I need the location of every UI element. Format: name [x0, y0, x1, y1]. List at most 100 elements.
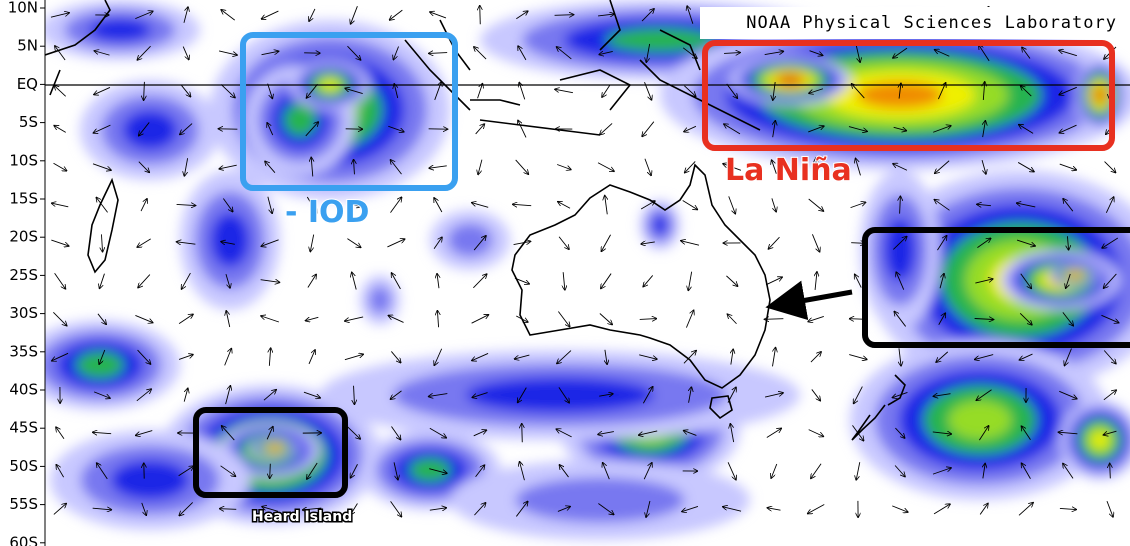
wind-arrow [894, 312, 906, 327]
wind-arrow [933, 394, 951, 397]
wind-arrow [979, 504, 988, 515]
wind-arrow [390, 160, 402, 175]
wind-arrow [893, 164, 908, 171]
wind-arrow [136, 430, 153, 436]
wind-arrow [306, 196, 316, 213]
wind-arrow [388, 125, 403, 131]
wind-arrow [351, 464, 358, 478]
wind-arrow [598, 503, 613, 515]
wind-arrow [53, 504, 66, 515]
wind-arrow [520, 462, 525, 481]
wind-arrow [605, 196, 608, 215]
wind-arrow [55, 46, 66, 61]
wind-arrow [391, 426, 400, 439]
wind-arrow [731, 349, 733, 365]
wind-arrow [811, 389, 820, 400]
lat-label: 35S [9, 342, 38, 360]
wind-arrow [559, 465, 569, 478]
wind-arrow [260, 280, 280, 283]
wind-arrow [1066, 273, 1071, 288]
wind-arrow [100, 273, 105, 289]
wind-arrow [1067, 236, 1068, 249]
wind-arrow [429, 166, 447, 168]
wind-arrow [351, 503, 358, 514]
wind-arrow [347, 204, 360, 207]
wind-arrow [263, 390, 276, 401]
wind-arrow [808, 126, 824, 133]
lat-label: 25S [9, 266, 38, 284]
wind-arrow [1102, 237, 1119, 248]
wind-arrow [554, 15, 574, 16]
wind-arrow [437, 274, 439, 289]
wind-arrow [556, 429, 572, 438]
wind-arrow [893, 126, 907, 130]
wind-arrow [1019, 312, 1032, 324]
wind-arrow [137, 349, 151, 364]
wind-arrow [809, 50, 823, 56]
wind-arrow [893, 47, 908, 58]
wind-arrow [979, 426, 988, 441]
wind-arrow [184, 158, 189, 176]
wind-arrow [472, 392, 488, 398]
wind-arrow [852, 84, 865, 99]
wind-arrow [771, 198, 776, 211]
wind-arrow [51, 239, 68, 246]
shade [780, 76, 800, 84]
africa-horn [45, 0, 111, 96]
wind-arrow [682, 200, 698, 210]
wind-arrow [974, 318, 994, 319]
wind-arrow [1020, 273, 1031, 289]
wind-arrow [222, 198, 232, 211]
wind-arrow [1104, 430, 1117, 435]
wind-arrow [689, 387, 692, 403]
wind-arrow [1063, 464, 1074, 479]
wind-arrow [810, 352, 821, 363]
wind-arrow [178, 466, 194, 477]
wind-arrow [979, 45, 990, 62]
wind-arrow [140, 199, 147, 212]
wind-arrow [854, 386, 863, 404]
wind-arrow [262, 10, 279, 19]
wind-arrow [935, 50, 950, 57]
wind-arrow [92, 163, 111, 170]
wind-arrow [347, 238, 360, 248]
wind-arrow [558, 236, 569, 249]
shade [88, 18, 152, 42]
wind-arrow [429, 508, 446, 510]
shade [110, 460, 190, 500]
wind-arrow [388, 316, 404, 323]
wind-arrow [726, 275, 737, 286]
wind-arrow [307, 83, 318, 98]
wind-arrow [518, 387, 527, 403]
wind-arrow [262, 507, 279, 512]
wind-arrow [515, 354, 530, 359]
wind-arrow [683, 351, 696, 364]
wind-arrow [641, 9, 654, 22]
wind-arrow [135, 314, 152, 322]
wind-arrow [261, 316, 280, 323]
wind-arrow [261, 51, 279, 56]
wind-arrow [933, 126, 951, 133]
wind-arrow [977, 204, 991, 205]
wind-arrow [176, 204, 196, 205]
wind-arrow [267, 83, 273, 99]
wind-arrow [53, 312, 66, 325]
wind-arrow [480, 6, 481, 25]
lat-label: 45S [9, 419, 38, 437]
wind-arrow [723, 507, 742, 512]
la-nina-box [702, 40, 1115, 151]
wind-arrow [137, 45, 151, 60]
wind-arrow [685, 161, 696, 172]
wind-arrow [896, 272, 905, 290]
wind-arrow [938, 313, 946, 325]
wind-arrow [429, 393, 448, 397]
wind-arrow [56, 465, 65, 478]
wind-arrow [347, 426, 360, 439]
wind-arrow [1059, 508, 1076, 509]
shade [447, 223, 493, 257]
anomaly-box [862, 227, 1130, 348]
latitude-labels: 10N 5N EQ 5S 10S 15S 20S 25S 30S 35S 40S 45S 50S 55S 6… [8, 0, 45, 546]
wind-arrow [310, 234, 315, 252]
wind-arrow [893, 237, 906, 250]
wind-arrow [97, 313, 106, 324]
